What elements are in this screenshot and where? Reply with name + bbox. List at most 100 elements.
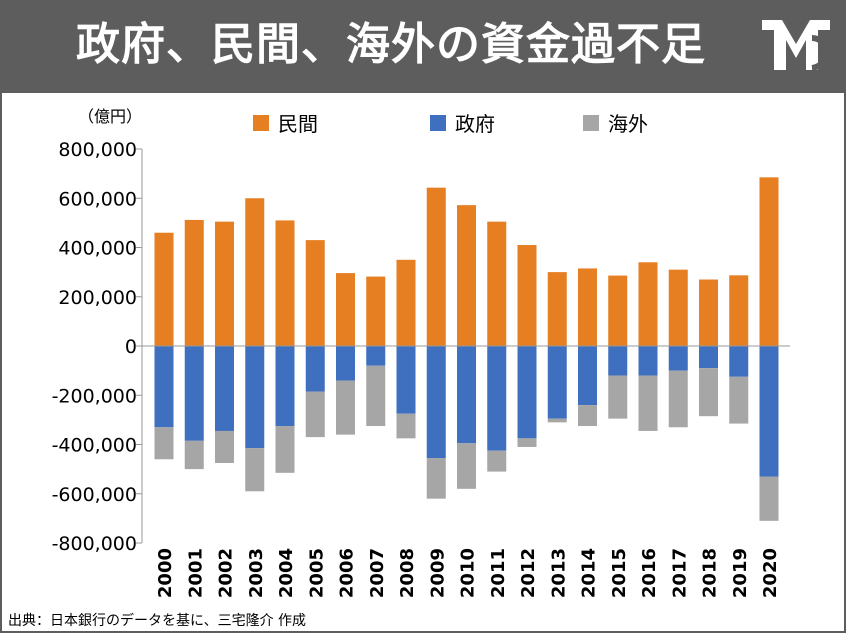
bar-民間-2012 [517, 245, 537, 346]
bar-民間-2020 [759, 177, 779, 346]
x-tick-label: 2011 [488, 548, 509, 598]
x-tick-label: 2013 [548, 548, 569, 598]
x-tick-label: 2010 [458, 548, 479, 598]
x-tick-label: 2004 [276, 548, 297, 598]
legend-label-海外: 海外 [608, 112, 648, 136]
bar-政府-2013 [547, 346, 567, 419]
x-tick-label: 2002 [216, 548, 237, 598]
y-tick-label: 400,000 [58, 238, 137, 260]
bar-海外-2012 [517, 438, 537, 447]
bar-政府-2000 [154, 346, 174, 428]
bar-海外-2005 [305, 391, 325, 438]
bar-民間-2007 [366, 276, 386, 346]
y-axis-unit-label: （億円） [78, 107, 142, 126]
y-tick-label: -200,000 [52, 385, 137, 407]
bar-民間-2001 [184, 219, 204, 346]
x-tick-label: 2000 [155, 548, 176, 598]
y-tick-label: 0 [125, 336, 137, 358]
bar-民間-2008 [396, 259, 416, 346]
x-tick-label: 2014 [579, 548, 600, 598]
bar-海外-2020 [759, 476, 779, 521]
y-tick-label: -800,000 [52, 533, 137, 555]
header-banner: 政府、民間、海外の資金過不足 [0, 0, 846, 93]
bar-海外-2008 [396, 413, 416, 439]
bar-海外-2013 [547, 418, 567, 423]
bar-政府-2017 [668, 346, 688, 371]
bar-海外-2017 [668, 370, 688, 428]
bar-海外-2006 [336, 380, 355, 435]
x-tick-label: 2020 [760, 548, 781, 598]
bar-政府-2015 [608, 346, 628, 376]
bar-政府-2018 [699, 346, 718, 369]
bar-民間-2005 [305, 240, 325, 346]
legend-swatch-民間 [253, 115, 269, 131]
bar-政府-2020 [759, 346, 779, 477]
bar-政府-2014 [578, 346, 597, 406]
x-tick-label: 2018 [700, 548, 721, 598]
x-tick-label: 2016 [639, 548, 660, 598]
chart-frame [0, 93, 846, 633]
bar-政府-2001 [184, 346, 204, 441]
y-tick-label: 800,000 [58, 139, 137, 161]
y-tick-label: 200,000 [58, 287, 137, 309]
bar-民間-2018 [699, 279, 718, 346]
x-tick-label: 2007 [367, 548, 388, 598]
bar-政府-2007 [366, 346, 386, 366]
bar-民間-2010 [457, 205, 476, 346]
bar-海外-2001 [184, 440, 204, 470]
bar-海外-2011 [487, 450, 507, 472]
bar-民間-2017 [668, 269, 688, 346]
legend-swatch-海外 [583, 115, 599, 131]
bar-海外-2000 [154, 427, 174, 460]
bar-政府-2010 [457, 346, 476, 444]
y-tick-label: -400,000 [52, 435, 137, 457]
x-tick-label: 2003 [246, 548, 267, 598]
bar-政府-2005 [305, 346, 325, 392]
bar-民間-2003 [245, 198, 265, 346]
legend-swatch-政府 [430, 115, 446, 131]
bar-海外-2018 [699, 368, 718, 417]
bar-民間-2000 [154, 232, 174, 346]
bar-海外-2004 [275, 426, 295, 473]
x-tick-label: 2005 [306, 548, 327, 598]
legend-label-政府: 政府 [455, 112, 495, 136]
x-tick-label: 2019 [730, 548, 751, 598]
bar-海外-2016 [638, 375, 658, 431]
source-note: 出典：日本銀行のデータを基に、三宅隆介 作成 [8, 613, 307, 629]
bar-海外-2015 [608, 375, 628, 419]
bar-政府-2016 [638, 346, 658, 376]
bar-海外-2007 [366, 365, 386, 427]
bar-民間-2002 [215, 221, 234, 346]
bar-民間-2009 [426, 187, 446, 346]
bar-海外-2009 [426, 458, 446, 499]
bar-政府-2012 [517, 346, 537, 439]
x-tick-label: 2009 [427, 548, 448, 598]
bar-政府-2019 [729, 346, 749, 377]
bar-民間-2011 [487, 221, 507, 346]
bar-政府-2006 [336, 346, 355, 381]
y-tick-label: 600,000 [58, 188, 137, 210]
bar-海外-2014 [578, 405, 597, 427]
x-tick-label: 2015 [609, 548, 630, 598]
logo-icon [762, 20, 830, 71]
bar-政府-2009 [426, 346, 446, 459]
bar-政府-2011 [487, 346, 507, 451]
bar-海外-2010 [457, 443, 476, 489]
bar-政府-2004 [275, 346, 295, 427]
bar-政府-2008 [396, 346, 416, 414]
bar-政府-2002 [215, 346, 234, 431]
chart-title: 政府、民間、海外の資金過不足 [76, 19, 706, 70]
bar-民間-2016 [638, 262, 658, 346]
bar-民間-2006 [336, 273, 355, 346]
x-tick-label: 2008 [397, 548, 418, 598]
x-tick-label: 2017 [669, 548, 690, 598]
y-tick-label: -600,000 [52, 484, 137, 506]
bar-民間-2004 [275, 220, 295, 346]
x-tick-label: 2012 [518, 548, 539, 598]
bar-海外-2019 [729, 376, 749, 424]
x-tick-label: 2006 [337, 548, 358, 598]
bar-民間-2014 [578, 268, 597, 346]
bar-民間-2019 [729, 275, 749, 346]
x-tick-label: 2001 [185, 548, 206, 598]
